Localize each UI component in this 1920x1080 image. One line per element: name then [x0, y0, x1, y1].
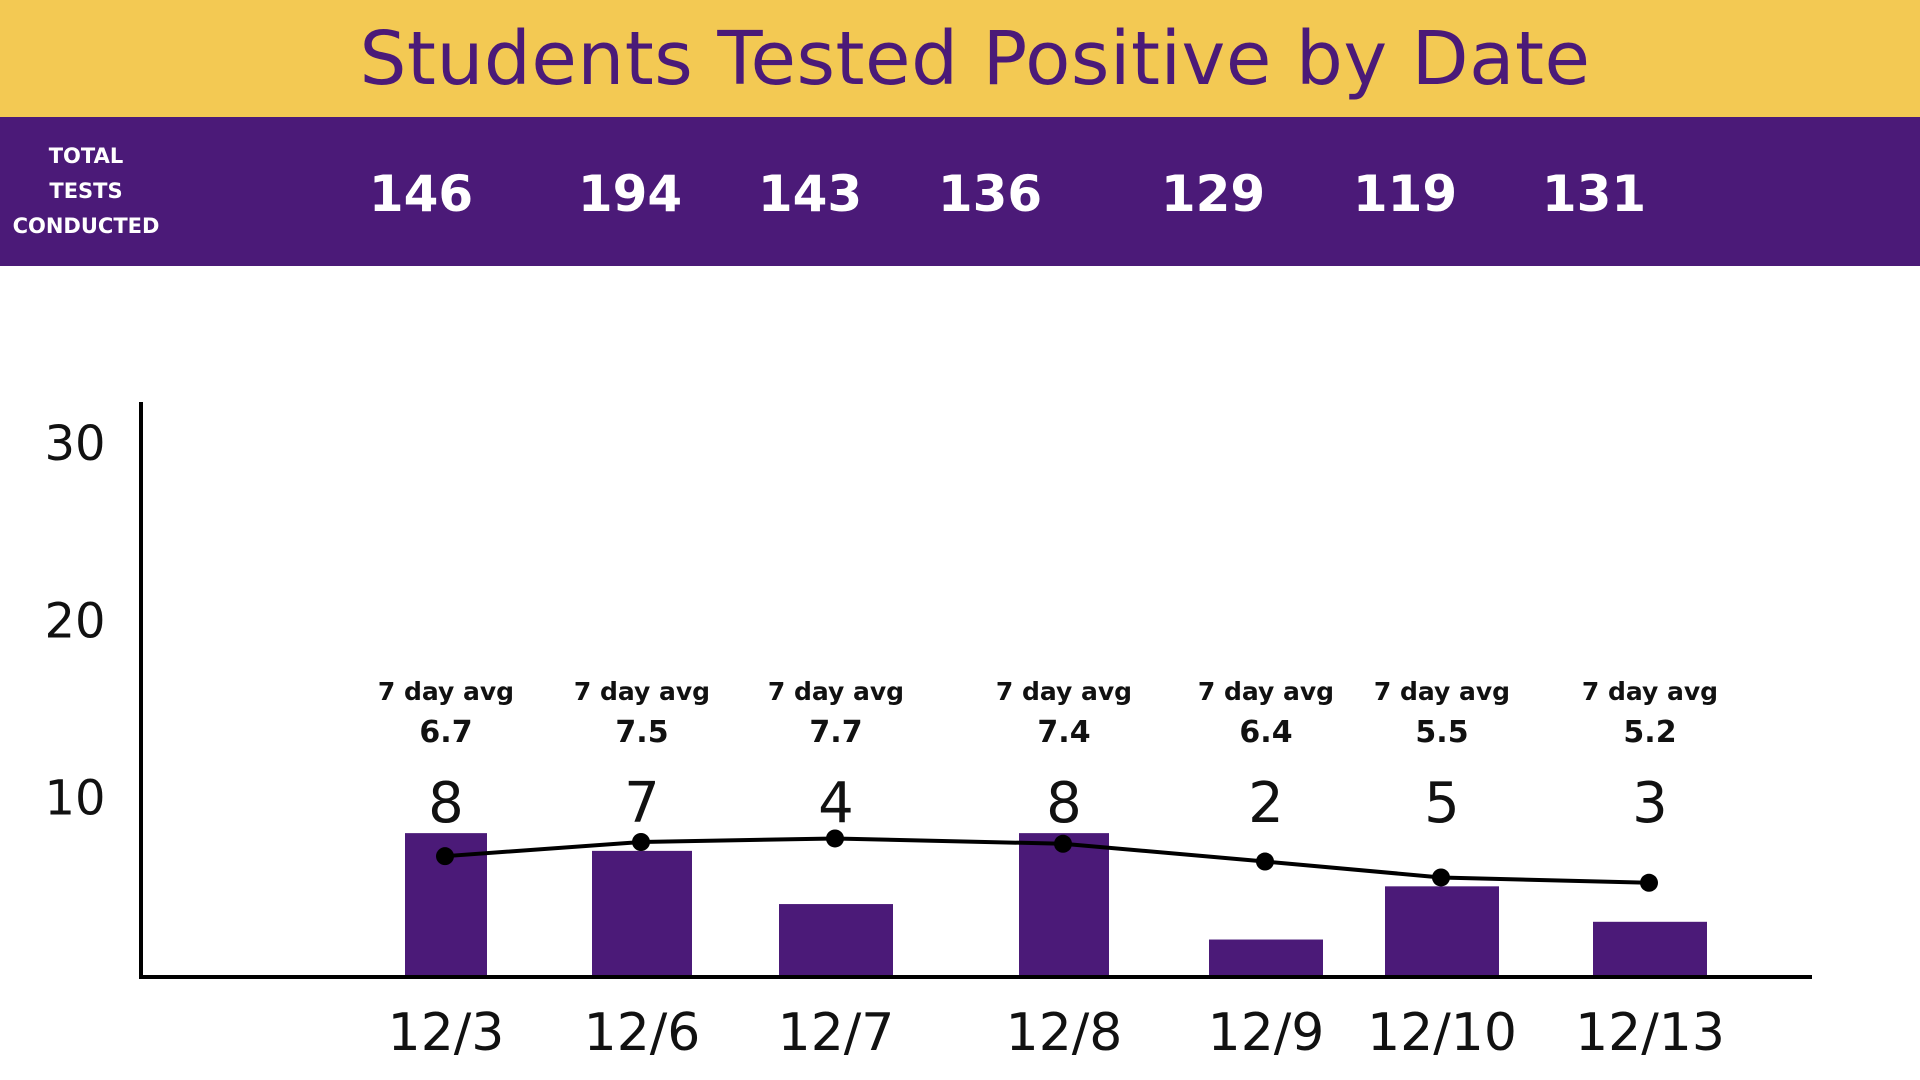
x-tick-label: 12/9 [1208, 1003, 1325, 1063]
avg-value: 7.7 [809, 715, 862, 750]
count-label: 8 [428, 771, 464, 836]
total-tests-label-line: CONDUCTED [12, 214, 160, 238]
total-tests-value: 136 [937, 165, 1043, 223]
total-tests-value: 131 [1541, 165, 1647, 223]
count-label: 8 [1046, 771, 1082, 836]
avg-point [826, 829, 844, 848]
avg-point [1256, 852, 1274, 871]
x-tick-label: 12/8 [1006, 1003, 1123, 1063]
avg-label: 7 day avg [1374, 677, 1510, 706]
x-tick-label: 12/3 [388, 1003, 505, 1063]
avg-point [1432, 868, 1450, 887]
total-tests-label-line: TOTAL [48, 144, 124, 168]
x-tick-label: 12/13 [1575, 1003, 1725, 1063]
avg-label: 7 day avg [996, 677, 1132, 706]
count-label: 4 [818, 771, 854, 836]
title-band: Students Tested Positive by Date [0, 0, 1920, 117]
x-tick-label: 12/10 [1367, 1003, 1517, 1063]
total-tests-value: 194 [577, 165, 683, 223]
avg-value: 5.2 [1623, 715, 1676, 750]
avg-value: 6.7 [419, 715, 472, 750]
avg-value: 7.4 [1037, 715, 1090, 750]
avg-value: 5.5 [1415, 715, 1468, 750]
x-tick-label: 12/6 [584, 1003, 701, 1063]
avg-point [1640, 873, 1658, 892]
avg-label: 7 day avg [1582, 677, 1718, 706]
bar [1385, 886, 1499, 975]
total-tests-label: TOTAL TESTS CONDUCTED [0, 139, 172, 244]
count-label: 2 [1248, 771, 1284, 836]
avg-value: 7.5 [615, 715, 668, 750]
avg-point [632, 833, 650, 851]
avg-label: 7 day avg [768, 677, 904, 706]
bar [1593, 921, 1707, 975]
total-tests-band: TOTAL TESTS CONDUCTED 146 194 143 136 12… [0, 117, 1920, 266]
count-label: 5 [1424, 771, 1460, 836]
avg-point [1054, 834, 1072, 853]
y-tick-label: 30 [44, 416, 105, 472]
total-tests-label-line: TESTS [49, 179, 123, 203]
chart-marks: 10 20 30 7 day avg 6.7 8 7 day avg 7.5 7 7 day av… [44, 416, 1724, 1063]
avg-label: 7 day avg [378, 677, 514, 706]
bar [1019, 833, 1109, 975]
y-tick-label: 10 [44, 771, 105, 827]
bar [779, 904, 893, 975]
count-label: 7 [624, 771, 660, 836]
chart-title: Students Tested Positive by Date [359, 15, 1591, 102]
avg-point [436, 847, 454, 866]
avg-value: 6.4 [1239, 715, 1292, 750]
bar [592, 850, 692, 975]
avg-label: 7 day avg [1198, 677, 1334, 706]
total-tests-value: 119 [1352, 165, 1458, 223]
y-tick-label: 20 [44, 593, 105, 649]
total-tests-value: 143 [757, 165, 863, 223]
total-tests-value: 129 [1160, 165, 1266, 223]
bar [1209, 939, 1323, 975]
total-tests-value: 146 [368, 165, 474, 223]
x-tick-label: 12/7 [778, 1003, 895, 1063]
count-label: 3 [1632, 771, 1668, 836]
avg-label: 7 day avg [574, 677, 710, 706]
